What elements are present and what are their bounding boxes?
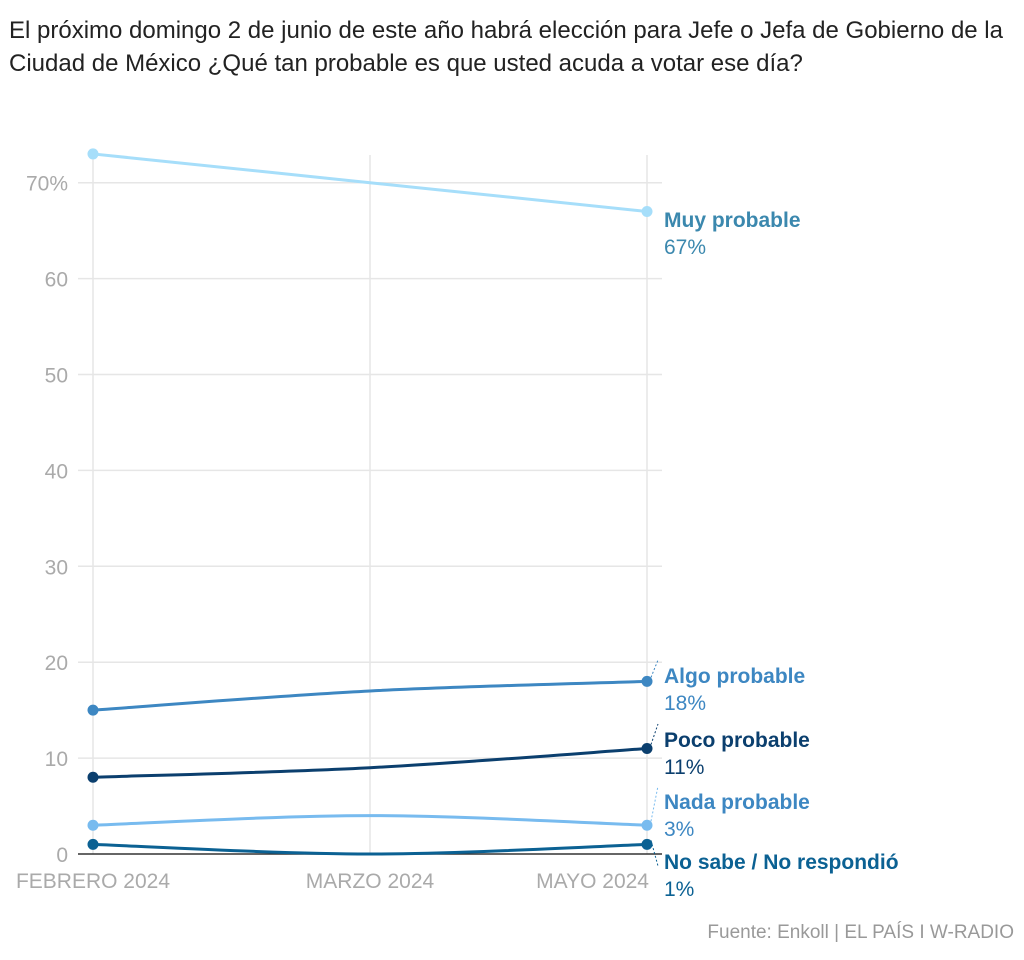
series-line-4 bbox=[92, 842, 648, 856]
y-tick-label: 70% bbox=[26, 173, 68, 196]
data-point bbox=[87, 819, 99, 831]
series-line-1 bbox=[92, 679, 648, 712]
series-value-label: 18% bbox=[664, 692, 706, 715]
data-point bbox=[87, 771, 99, 783]
series-line-3 bbox=[92, 814, 648, 827]
source-note: Fuente: Enkoll | EL PAÍS I W-RADIO bbox=[707, 922, 1014, 943]
series-label: Algo probable bbox=[664, 665, 805, 688]
label-connector bbox=[650, 840, 659, 867]
data-point bbox=[641, 743, 653, 755]
data-point bbox=[641, 819, 653, 831]
series-value-label: 3% bbox=[664, 818, 694, 841]
x-tick-label: MARZO 2024 bbox=[306, 870, 435, 893]
series-line-2 bbox=[92, 747, 648, 779]
data-point bbox=[87, 838, 99, 850]
x-tick-label: FEBRERO 2024 bbox=[16, 870, 170, 893]
data-point bbox=[87, 148, 99, 160]
y-tick-label: 60 bbox=[45, 269, 68, 292]
series-value-label: 1% bbox=[664, 878, 694, 901]
series-label: Poco probable bbox=[664, 729, 810, 752]
label-connector bbox=[650, 723, 659, 745]
y-tick-label: 20 bbox=[45, 652, 68, 675]
y-tick-label: 40 bbox=[45, 460, 68, 483]
y-tick-label: 0 bbox=[56, 844, 68, 867]
y-tick-label: 30 bbox=[45, 556, 68, 579]
y-tick-label: 50 bbox=[45, 365, 68, 388]
x-tick-label: MAYO 2024 bbox=[536, 870, 649, 893]
series-value-label: 67% bbox=[664, 236, 706, 259]
label-connector bbox=[650, 785, 659, 822]
label-connector bbox=[650, 659, 659, 678]
series-line-0 bbox=[92, 152, 648, 213]
series-label: No sabe / No respondió bbox=[664, 851, 899, 874]
data-point bbox=[641, 675, 653, 687]
data-point bbox=[87, 704, 99, 716]
data-point bbox=[641, 838, 653, 850]
data-point bbox=[641, 205, 653, 217]
series-label: Nada probable bbox=[664, 791, 810, 814]
series-value-label: 11% bbox=[664, 756, 704, 779]
series-label: Muy probable bbox=[664, 209, 801, 232]
chart-title: El próximo domingo 2 de junio de este añ… bbox=[9, 17, 1003, 77]
y-tick-label: 10 bbox=[45, 748, 68, 771]
